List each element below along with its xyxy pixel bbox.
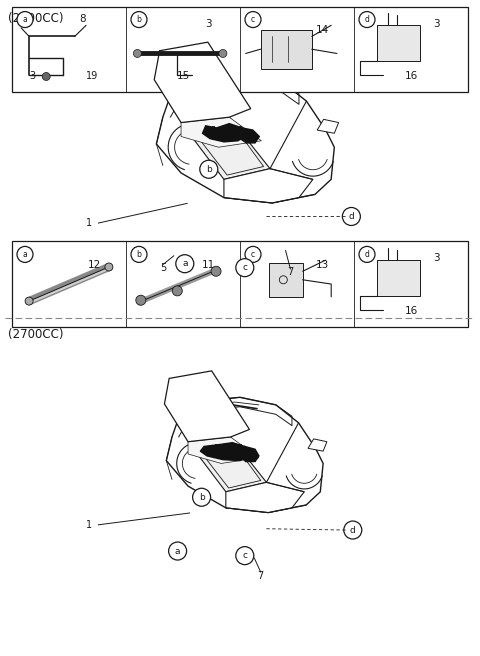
Text: (2700CC): (2700CC) xyxy=(8,328,63,341)
Text: c: c xyxy=(251,250,255,259)
Circle shape xyxy=(42,73,50,81)
Circle shape xyxy=(344,521,362,539)
Text: a: a xyxy=(23,250,27,259)
Text: a: a xyxy=(175,546,180,556)
Polygon shape xyxy=(240,447,259,462)
Text: 7: 7 xyxy=(257,571,264,581)
Text: 12: 12 xyxy=(87,260,101,270)
Text: 16: 16 xyxy=(404,306,418,316)
Polygon shape xyxy=(166,398,323,512)
Polygon shape xyxy=(226,482,304,512)
Text: 11: 11 xyxy=(202,260,215,270)
Text: c: c xyxy=(251,15,255,24)
Bar xyxy=(12,7,468,92)
Circle shape xyxy=(192,488,211,506)
Circle shape xyxy=(136,295,146,305)
Circle shape xyxy=(17,12,33,28)
Polygon shape xyxy=(156,72,335,203)
Polygon shape xyxy=(188,437,259,463)
Circle shape xyxy=(245,12,261,28)
Polygon shape xyxy=(308,439,327,451)
Circle shape xyxy=(236,546,254,565)
Text: d: d xyxy=(348,212,354,221)
Text: 15: 15 xyxy=(176,72,190,81)
Bar xyxy=(268,262,303,297)
Text: 3: 3 xyxy=(433,18,439,29)
Text: 3: 3 xyxy=(205,18,211,29)
Text: 14: 14 xyxy=(315,26,329,35)
Text: 13: 13 xyxy=(315,260,329,270)
Text: 5: 5 xyxy=(160,262,167,273)
Bar xyxy=(261,30,312,69)
Circle shape xyxy=(219,49,227,58)
Text: 1: 1 xyxy=(86,520,92,530)
Polygon shape xyxy=(188,437,266,492)
Text: 19: 19 xyxy=(85,72,98,81)
Polygon shape xyxy=(203,123,245,142)
Circle shape xyxy=(105,263,113,271)
Polygon shape xyxy=(240,128,259,143)
Text: c: c xyxy=(242,263,247,272)
Circle shape xyxy=(245,247,261,262)
Text: b: b xyxy=(206,165,212,174)
Polygon shape xyxy=(154,42,251,123)
Circle shape xyxy=(131,12,147,28)
Circle shape xyxy=(200,160,218,178)
Text: b: b xyxy=(137,250,142,259)
Circle shape xyxy=(172,286,182,296)
Circle shape xyxy=(133,49,142,58)
Text: d: d xyxy=(350,525,356,535)
Text: d: d xyxy=(365,15,370,24)
Text: 3: 3 xyxy=(433,253,439,264)
Polygon shape xyxy=(165,371,250,441)
Text: b: b xyxy=(199,493,204,502)
Circle shape xyxy=(131,247,147,262)
Text: (2400CC): (2400CC) xyxy=(8,12,63,25)
Polygon shape xyxy=(181,117,262,147)
Polygon shape xyxy=(181,117,270,179)
Text: b: b xyxy=(137,15,142,24)
Circle shape xyxy=(25,297,33,305)
Circle shape xyxy=(342,207,360,226)
Circle shape xyxy=(168,542,187,560)
Text: 16: 16 xyxy=(404,72,418,81)
Text: a: a xyxy=(23,15,27,24)
Circle shape xyxy=(359,247,375,262)
Circle shape xyxy=(176,255,194,273)
Circle shape xyxy=(17,247,33,262)
Text: 7: 7 xyxy=(287,267,294,277)
Circle shape xyxy=(211,266,221,276)
Circle shape xyxy=(236,258,254,277)
Bar xyxy=(377,260,420,296)
Text: c: c xyxy=(242,551,247,560)
Text: a: a xyxy=(182,259,188,268)
Bar xyxy=(12,241,468,327)
Text: d: d xyxy=(365,250,370,259)
Text: 3: 3 xyxy=(29,72,36,81)
Polygon shape xyxy=(224,169,313,203)
Text: 1: 1 xyxy=(86,218,92,228)
Polygon shape xyxy=(317,119,338,133)
Bar xyxy=(377,26,420,61)
Text: 8: 8 xyxy=(79,14,86,24)
Circle shape xyxy=(359,12,375,28)
Polygon shape xyxy=(200,443,248,461)
